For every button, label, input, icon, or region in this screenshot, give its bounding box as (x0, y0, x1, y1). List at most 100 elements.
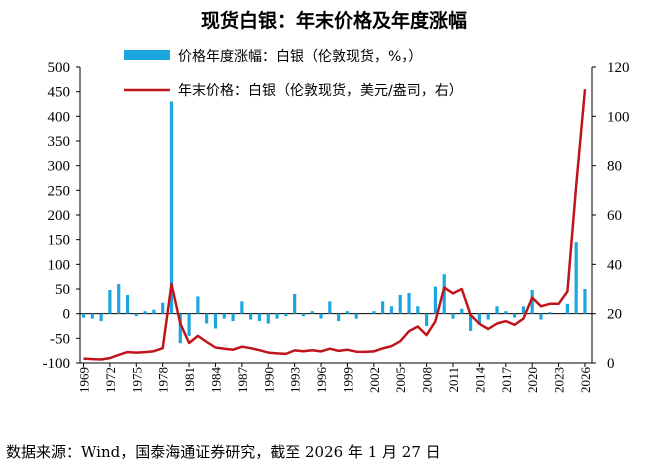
x-tick-label: 1984 (208, 367, 223, 394)
x-tick-label: 2026 (578, 367, 593, 394)
bar-1985 (222, 313, 226, 319)
x-tick-label: 2011 (446, 367, 461, 393)
bar-1996 (319, 313, 323, 319)
x-tick-label: 1981 (182, 367, 197, 393)
bar-1991 (275, 313, 279, 319)
x-tick-label: 1987 (235, 367, 250, 394)
left-tick-label: 200 (48, 208, 71, 224)
bar-2005 (398, 294, 402, 314)
bar-2010 (442, 274, 446, 314)
x-axis-ticks: 1969 1972 1975 1978 1981 1984 1987 1990 1993 1996… (77, 363, 593, 393)
bar-1975 (134, 313, 138, 317)
legend-bar-label: 价格年度涨幅：白银（伦敦现货，%，） (178, 48, 422, 65)
bar-1988 (249, 313, 253, 320)
bar-1992 (284, 313, 288, 317)
bar-2020 (530, 289, 534, 314)
bar-2015 (486, 313, 490, 320)
bar-2022 (548, 312, 552, 314)
legend-bar-swatch (124, 50, 170, 60)
bar-1997 (328, 301, 332, 314)
legend-line-label: 年末价格：白银（伦敦现货，美元/盎司，右） (178, 82, 463, 99)
x-tick-label: 1993 (288, 367, 303, 393)
bar-1986 (231, 313, 235, 322)
source-note: 数据来源：Wind，国泰海通证券研究，截至 2026 年 1 月 27 日 (6, 443, 441, 461)
left-tick-label: -50 (50, 331, 70, 347)
bar-2008 (425, 313, 429, 326)
axes (79, 67, 593, 364)
bar-series (81, 101, 587, 344)
bar-2007 (416, 306, 420, 314)
line-series (83, 89, 587, 361)
bar-2004 (389, 306, 394, 314)
bar-1999 (345, 311, 350, 314)
year-end-price-line (83, 89, 587, 361)
right-tick-label: 20 (607, 307, 622, 323)
chart-title: 现货白银：年末价格及年度涨幅 (201, 9, 467, 32)
bar-1993 (293, 293, 297, 314)
x-tick-label: 2005 (393, 367, 408, 393)
bar-2009 (433, 286, 438, 314)
x-tick-label: 1996 (314, 367, 329, 394)
x-tick-label: 2014 (472, 367, 487, 394)
bar-2025 (574, 242, 578, 314)
left-tick-label: 100 (48, 257, 71, 273)
bar-2021 (539, 313, 543, 320)
bar-2019 (521, 306, 525, 314)
bar-2024 (565, 303, 569, 314)
left-tick-label: 250 (48, 183, 71, 199)
bar-1977 (152, 309, 156, 314)
bar-2002 (372, 311, 376, 314)
chart-legend: 价格年度涨幅：白银（伦敦现货，%，） 年末价格：白银（伦敦现货，美元/盎司，右） (124, 48, 463, 99)
right-tick-label: 0 (607, 356, 615, 372)
bar-1969 (81, 313, 86, 318)
bar-2017 (504, 311, 508, 314)
bar-1981 (187, 313, 191, 336)
bar-1972 (108, 289, 112, 314)
bar-1979 (169, 101, 174, 314)
x-tick-label: 2017 (499, 367, 514, 394)
bar-2018 (512, 313, 517, 318)
x-tick-label: 2020 (525, 367, 540, 393)
left-tick-label: 400 (48, 109, 71, 125)
left-tick-label: 500 (48, 60, 71, 76)
right-axis-ticks: 0 20 40 60 80 100 120 (592, 60, 630, 372)
bar-1990 (266, 313, 270, 324)
bar-2026 (583, 289, 587, 314)
bar-1983 (205, 313, 209, 324)
bar-2000 (354, 313, 358, 319)
bar-1978 (161, 302, 165, 314)
bar-2011 (451, 313, 455, 319)
bar-1995 (310, 311, 314, 314)
x-tick-label: 2023 (552, 367, 567, 393)
x-tick-label: 1999 (340, 367, 355, 393)
bar-1973 (117, 284, 121, 314)
x-tick-label: 1969 (77, 367, 92, 393)
bar-2006 (407, 292, 411, 314)
bar-1980 (178, 313, 182, 344)
bar-2014 (477, 313, 481, 324)
x-tick-label: 2008 (420, 367, 435, 393)
right-tick-label: 80 (607, 159, 622, 175)
left-tick-label: 0 (63, 307, 71, 323)
left-tick-label: -100 (43, 356, 71, 372)
bar-2003 (381, 301, 385, 314)
left-tick-label: 450 (48, 85, 71, 101)
bar-2016 (495, 306, 499, 314)
left-tick-label: 350 (48, 134, 71, 150)
bar-1987 (240, 301, 244, 314)
bar-1998 (337, 313, 341, 322)
bar-1989 (257, 313, 262, 322)
bar-1970 (90, 313, 94, 319)
x-tick-label: 1978 (156, 367, 171, 393)
left-axis-ticks: -100 -50 0 50 100 150 200 250 300 350 400 450 500 (43, 60, 80, 372)
bar-1994 (301, 313, 306, 317)
x-tick-label: 2002 (367, 367, 382, 393)
bar-1971 (99, 313, 103, 322)
right-tick-label: 120 (607, 60, 630, 76)
bar-1982 (196, 296, 200, 314)
left-tick-label: 50 (55, 282, 70, 298)
bar-1984 (213, 313, 218, 329)
x-tick-label: 1975 (129, 367, 144, 393)
left-tick-label: 150 (48, 233, 71, 249)
